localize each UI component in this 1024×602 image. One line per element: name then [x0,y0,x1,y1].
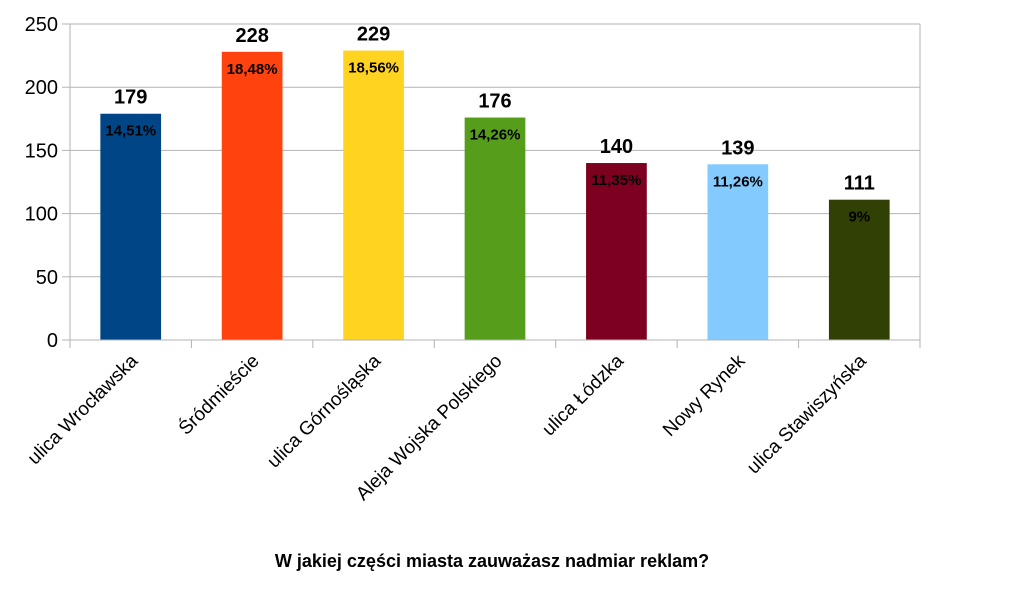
bar-value-label: 176 [478,91,511,113]
bar-percent-label: 11,26% [713,173,763,190]
bar [343,50,404,340]
bars: 179 14,51% 228 18,48% 229 18,56% 176 14,26% 140 1… [100,24,890,341]
x-category-label: Śródmieście [174,350,263,439]
bar [586,163,647,340]
x-category-label: ulica Stawiszyńska [743,350,871,478]
bar-value-label: 179 [114,87,147,109]
x-category-label: ulica Górnośląska [263,350,385,472]
bar [221,51,283,341]
bar-value-label: 229 [357,24,390,46]
bar-percent-label: 18,56% [348,60,399,77]
bar [828,199,890,340]
bar-value-label: 111 [844,173,875,195]
y-tick-label: 100 [25,204,58,226]
y-tick-label: 50 [36,267,58,289]
bar-value-label: 140 [600,136,633,158]
bar-percent-label: 18,48% [227,61,278,78]
y-tick-label: 150 [25,140,58,162]
axes [62,23,921,348]
bar-percent-label: 14,51% [105,123,156,140]
chart-title: W jakiej części miasta zauważasz nadmiar… [275,551,709,571]
x-category-label: ulica Łódzka [538,350,628,440]
y-tick-label: 0 [47,330,58,352]
bar-value-label: 228 [235,25,268,47]
y-tick-label: 200 [25,77,58,99]
x-axis-category-labels: ulica Wrocławska Śródmieście ulica Górnośl… [24,350,871,505]
y-tick-label: 250 [25,14,58,36]
x-category-label: Nowy Rynek [659,350,750,441]
bar [464,117,526,340]
bar-percent-label: 9% [848,209,870,226]
bar [707,164,769,340]
y-axis-tick-labels: 0 50 100 150 200 250 [25,14,58,352]
bar-percent-label: 14,26% [470,127,521,144]
bar-value-label: 139 [721,137,754,159]
x-category-label: ulica Wrocławska [24,350,143,469]
bar [100,113,162,340]
bar-percent-label: 11,35% [591,172,641,189]
